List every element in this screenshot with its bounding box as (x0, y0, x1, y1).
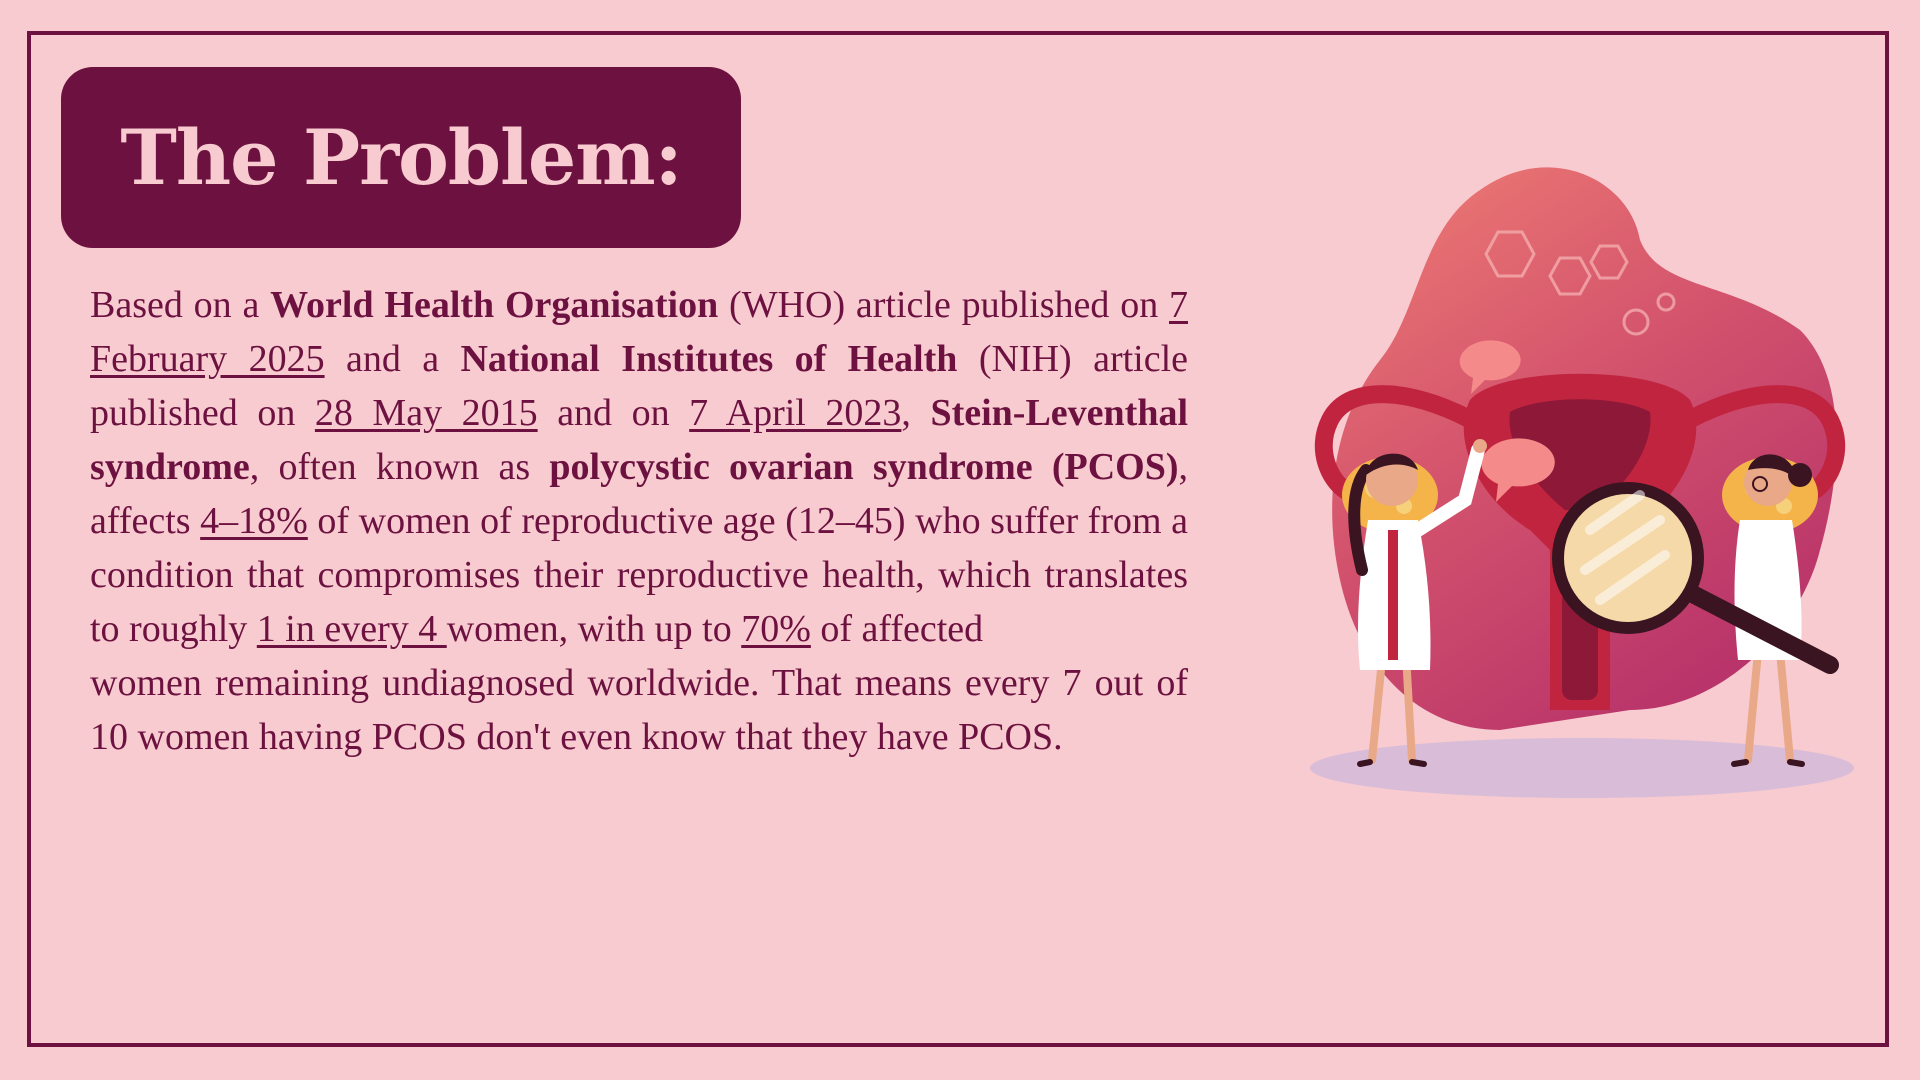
paragraph-2: women remaining undiagnosed worldwide. T… (90, 662, 1188, 758)
nih-date-1: 28 May 2015 (314, 392, 538, 434)
paragraph-1: Based on a World Health Organisation (WH… (90, 278, 1188, 656)
text-segment: (WHO) article published on (718, 284, 1169, 326)
slide-frame (27, 31, 1889, 1047)
prevalence-range: 4–18% (200, 500, 308, 542)
uterus-cavity (1509, 399, 1651, 510)
nih-name: National Institutes of Health (460, 338, 958, 380)
text-segment: and on (537, 392, 690, 434)
body-text: Based on a World Health Organisation (WH… (90, 278, 1188, 764)
who-date: 7 February 2025 (90, 284, 1188, 380)
text-segment: , often known as (249, 446, 550, 488)
undiagnosed-stat: 70% (741, 608, 811, 650)
text-segment: of affected (810, 608, 984, 650)
title-banner: The Problem: (61, 67, 741, 248)
magnifying-glass-icon (1552, 482, 1839, 674)
slide-title: The Problem: (120, 113, 682, 202)
right-tube (1671, 385, 1846, 499)
left-doctor-icon (1348, 439, 1487, 767)
who-name: World Health Organisation (270, 284, 719, 326)
text-segment: Based on a (90, 284, 271, 326)
uterus-doctors-illustration-icon (1300, 150, 1860, 810)
text-segment: , affects (90, 446, 1188, 542)
speech-bubble-icon (1481, 438, 1555, 502)
floor-shadow (1310, 738, 1854, 798)
text-segment: of women of reproductive age (12–45) who… (90, 500, 1188, 650)
left-tube (1314, 385, 1489, 499)
syndrome-name: Stein-Leventhal syndrome (90, 392, 1189, 488)
hexagon-decoration-icon (1484, 230, 1676, 336)
speech-bubble-icon (1459, 340, 1521, 394)
ratio-stat: 1 in every 4 (256, 608, 447, 650)
text-segment: (NIH) article published on (90, 338, 1189, 434)
text-segment: , (901, 392, 931, 434)
text-segment: and a (324, 338, 461, 380)
text-segment: women, with up to (446, 608, 742, 650)
nih-date-2: 7 April 2023 (689, 392, 902, 434)
pcos-name: polycystic ovarian syndrome (PCOS) (549, 446, 1179, 488)
